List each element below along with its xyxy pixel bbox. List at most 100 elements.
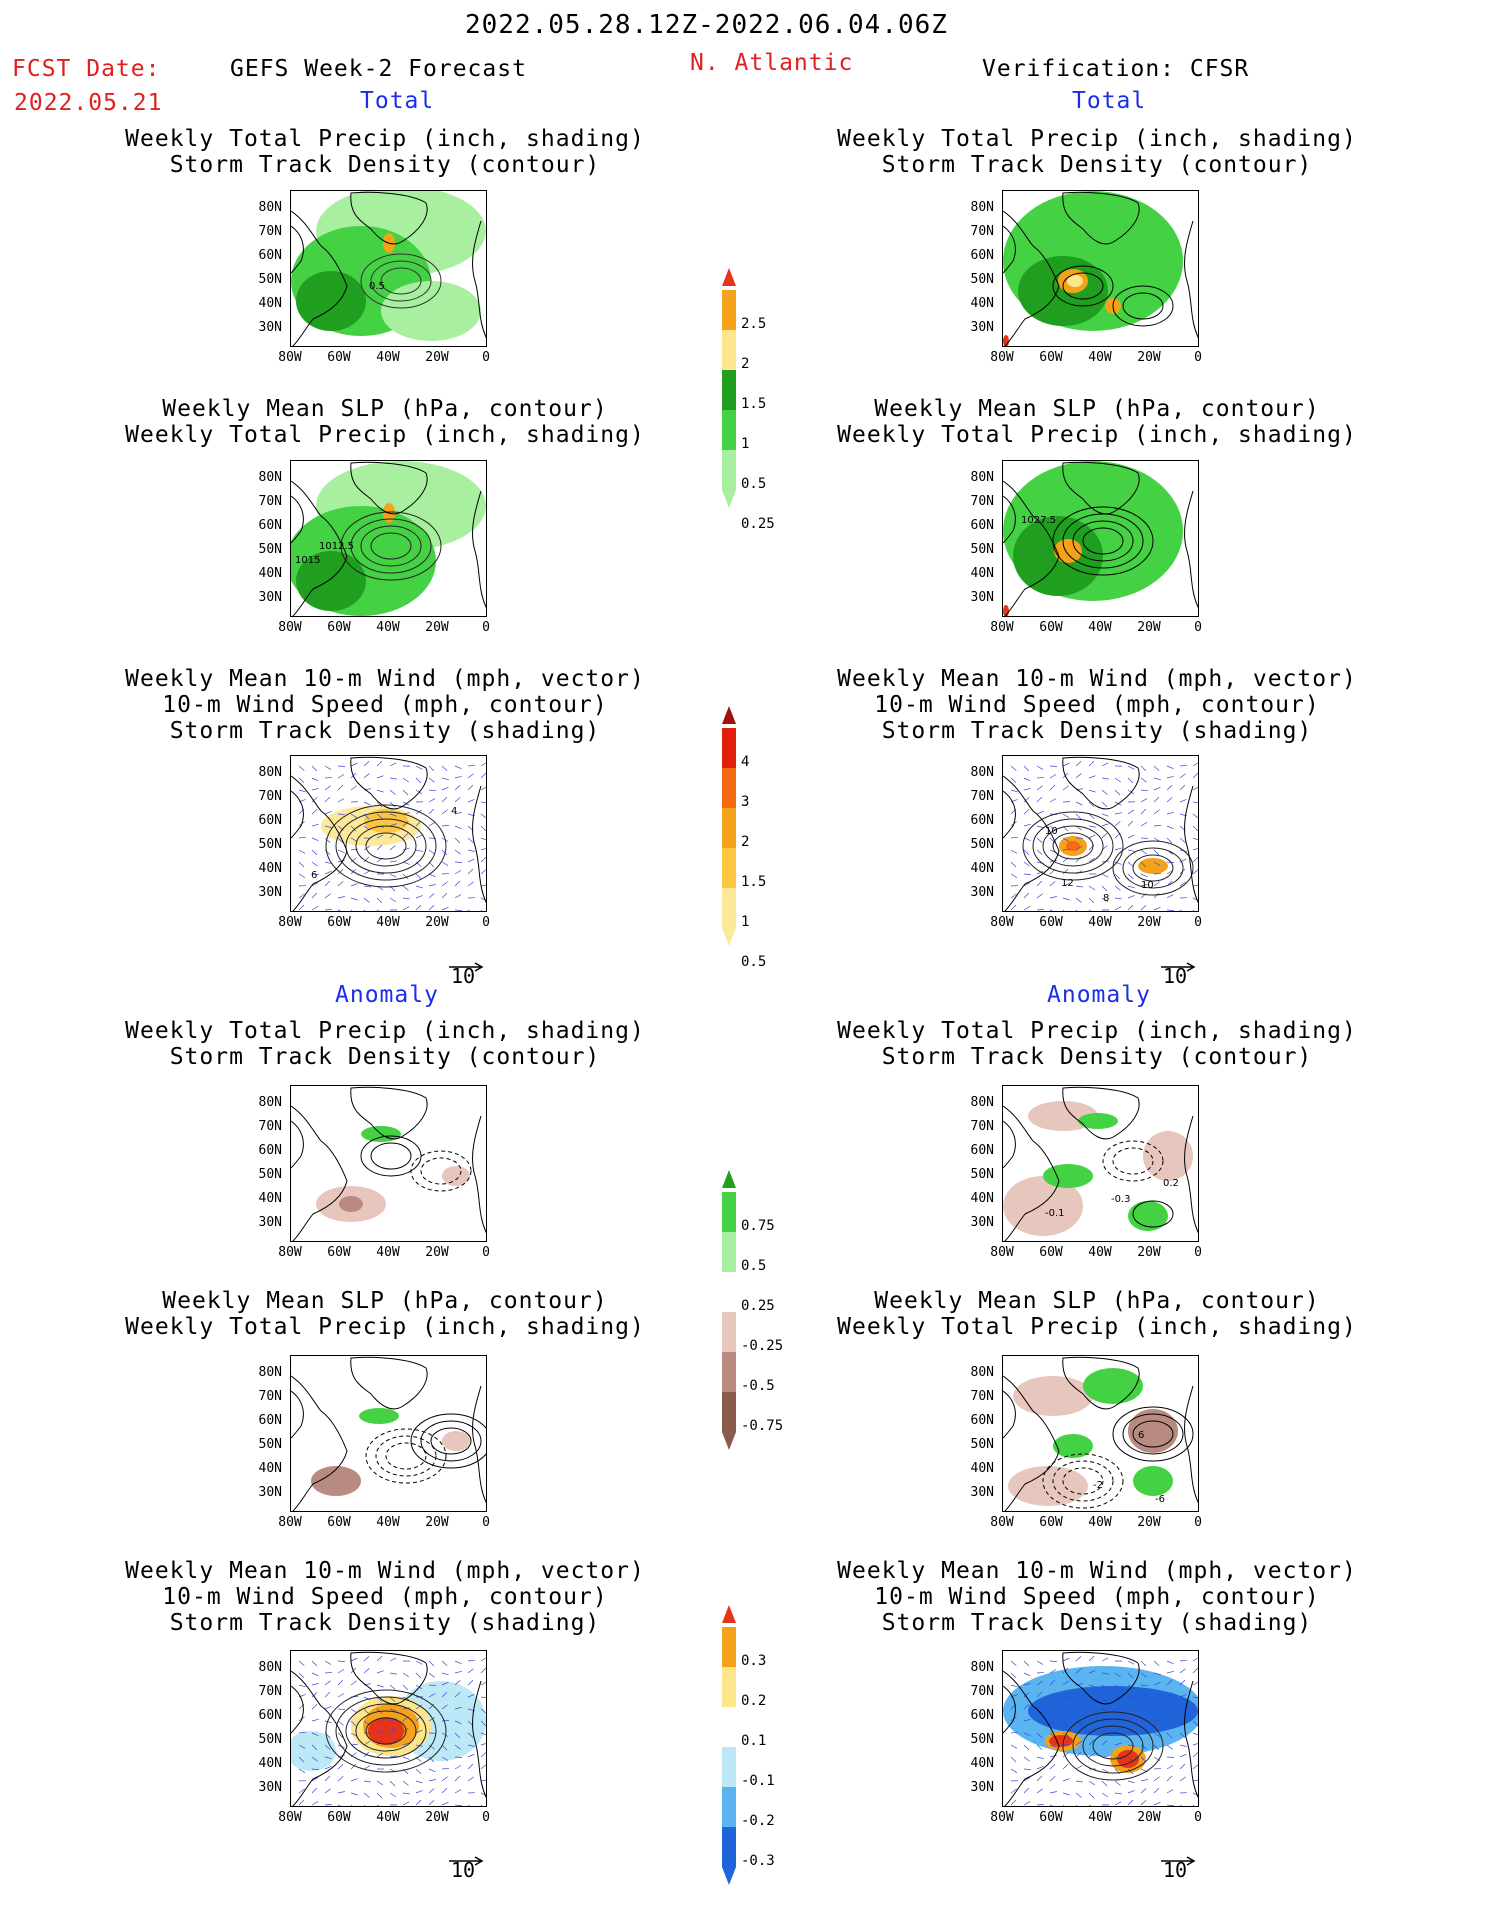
- europe-coastline: [1184, 490, 1198, 608]
- longitude-tick-label: 0: [482, 1245, 490, 1260]
- wind-vector: [1049, 909, 1054, 911]
- wind-vector: [1114, 821, 1121, 827]
- wind-vector: [1075, 1780, 1083, 1783]
- precip-anom-colorbar: [722, 1170, 736, 1454]
- wind-vector: [1075, 1804, 1078, 1806]
- longitude-tick-label: 20W: [1137, 1515, 1161, 1530]
- longitude-tick-label: 40W: [376, 620, 400, 635]
- colorbar-label: 2: [741, 834, 750, 850]
- latitude-tick-label: 80N: [258, 470, 282, 485]
- longitude-tick-label: 40W: [376, 1810, 400, 1825]
- wind-vector: [1101, 1792, 1109, 1798]
- wind-vector: [389, 1792, 397, 1798]
- wind-vector: [389, 801, 396, 808]
- wind-vector: [1153, 1744, 1160, 1751]
- wind-vector: [1036, 777, 1045, 779]
- latitude-tick-label: 70N: [258, 224, 282, 239]
- wind-vector: [1062, 1708, 1070, 1714]
- wind-vector: [1023, 823, 1031, 827]
- wind-vector: [1049, 1791, 1057, 1794]
- wind-vector: [441, 1801, 449, 1806]
- europe-coastline: [472, 785, 486, 903]
- wind-vector: [1192, 1681, 1198, 1686]
- wind-vector: [1062, 868, 1069, 875]
- wind-vector: [350, 909, 353, 911]
- wind-vector: [1127, 765, 1135, 770]
- wind-vector: [311, 777, 319, 782]
- wind-vector: [1101, 777, 1109, 780]
- wind-vector: [402, 1756, 410, 1760]
- wind-vector: [1192, 1696, 1198, 1698]
- wind-speed-contour: [1022, 811, 1124, 881]
- wind-vector: [1036, 1775, 1043, 1782]
- wind-vector: [454, 1775, 461, 1782]
- wind-vector: [1153, 1704, 1160, 1710]
- wind-vector: [1036, 837, 1043, 843]
- longitude-tick-label: 60W: [1039, 915, 1063, 930]
- wind-vector: [1062, 1657, 1070, 1662]
- wind-vector: [441, 1732, 449, 1737]
- wind-vector: [1088, 1804, 1092, 1806]
- wind-vector: [415, 789, 423, 795]
- wind-vector: [1153, 1732, 1161, 1737]
- vector-ref-arrow-icon: [449, 1856, 484, 1866]
- title-line-2: 10-m Wind Speed (mph, contour): [874, 692, 1320, 718]
- wind-vector: [1192, 1792, 1198, 1796]
- wind-vector: [1153, 1672, 1161, 1676]
- wind-vector: [337, 765, 346, 767]
- wind-vector: [1179, 784, 1186, 791]
- wind-vector: [480, 1708, 486, 1714]
- wind-vector: [1088, 1780, 1096, 1786]
- wind-vector: [480, 786, 486, 791]
- contour-label: 6: [1138, 1430, 1144, 1441]
- wind-vector: [311, 1744, 318, 1751]
- fcst-date-value: 2022.05.21: [14, 90, 163, 116]
- title-line-1: Weekly Mean 10-m Wind (mph, vector): [125, 1558, 645, 1584]
- latitude-tick-label: 30N: [970, 1215, 994, 1230]
- slp-contour: [370, 532, 412, 560]
- wind-vector: [337, 1693, 345, 1698]
- wind-vector: [1075, 897, 1082, 903]
- latitude-tick-label: 80N: [258, 200, 282, 215]
- wind-vector: [363, 1668, 370, 1674]
- latitude-tick-label: 30N: [258, 320, 282, 335]
- wind-vector: [1153, 873, 1162, 875]
- wind-vector: [1036, 785, 1043, 791]
- storm-track-contour: [1112, 1147, 1154, 1175]
- fcst-date-label: FCST Date:: [12, 56, 161, 82]
- precip-total-colorbar: [722, 268, 736, 512]
- wind-vector: [1088, 1752, 1095, 1758]
- wind-vector: [1075, 1708, 1082, 1715]
- hudson-bay-coastline: [1003, 790, 1016, 839]
- wind-vector: [1023, 861, 1030, 867]
- wind-vector: [428, 777, 435, 783]
- track-anom-shading: [1028, 1686, 1198, 1736]
- colorbar-segment: [722, 370, 736, 410]
- wind-vector: [1127, 861, 1134, 867]
- contour-label: 1012.5: [319, 541, 354, 552]
- wind-vector: [1140, 1660, 1147, 1667]
- obs-total-vector-ref: 10: [1159, 958, 1199, 988]
- wind-vector: [1088, 1739, 1095, 1746]
- wind-vector: [1036, 1756, 1044, 1760]
- latitude-tick-label: 60N: [258, 1143, 282, 1158]
- wind-vector: [1101, 813, 1109, 817]
- wind-vector: [298, 836, 306, 839]
- wind-vector: [324, 1744, 331, 1750]
- wind-vector: [311, 1768, 320, 1770]
- greenland-coastline: [350, 1086, 428, 1140]
- wind-vector: [1023, 777, 1031, 782]
- north-america-coastline: [1003, 1670, 1060, 1806]
- wind-vector: [1179, 1679, 1186, 1686]
- wind-vector: [1192, 897, 1198, 901]
- wind-vector: [1010, 836, 1018, 839]
- wind-speed-anom-contour: [1062, 1711, 1164, 1781]
- wind-vector: [1010, 904, 1017, 911]
- fcst-anom-precip-map: [290, 1085, 487, 1242]
- precip-anom-shading: [311, 1466, 361, 1496]
- title-line-2: Storm Track Density (contour): [881, 1044, 1313, 1070]
- wind-vector: [454, 1706, 462, 1710]
- wind-vector: [1036, 1744, 1043, 1750]
- wind-vector: [1166, 1744, 1173, 1750]
